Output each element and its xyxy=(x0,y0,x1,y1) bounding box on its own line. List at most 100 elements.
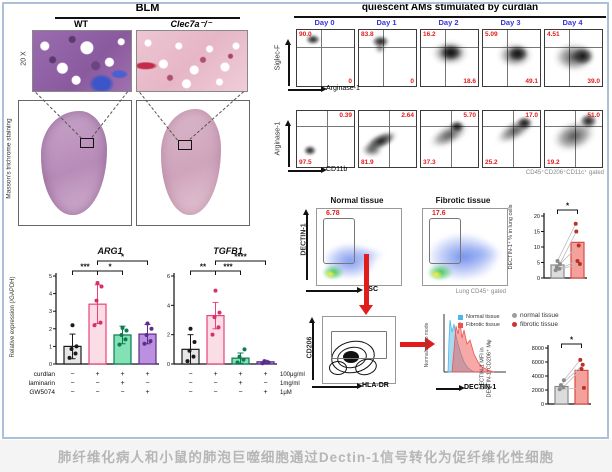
x-axis-label-fsc: FSC xyxy=(364,286,378,293)
svg-text:0: 0 xyxy=(167,362,170,368)
svg-text:***: *** xyxy=(223,263,233,272)
x-axis-label-cd11b: CD11b xyxy=(326,166,348,173)
dectin1-gate xyxy=(323,218,355,264)
red-down-arrow xyxy=(359,254,373,315)
lung-slide-box-wt xyxy=(18,100,132,226)
blm-group-title: BLM xyxy=(135,2,160,14)
svg-text:4: 4 xyxy=(49,292,52,298)
legend-label: Normal tissue xyxy=(466,314,500,320)
normal-tissue-title: Normal tissue xyxy=(330,196,384,205)
svg-text:−: − xyxy=(70,371,74,378)
svg-text:1: 1 xyxy=(49,344,52,350)
histogram-fibrotic xyxy=(451,321,495,373)
svg-text:**: ** xyxy=(200,263,207,272)
qpcr-y-axis-label: Relative expression (/GAPDH) xyxy=(10,276,16,358)
flow-plot-fibrotic-tissue: 17.6 xyxy=(422,208,508,286)
day-label: Day 1 xyxy=(376,18,397,27)
x-axis-label-dectin1: DECTIN-1 xyxy=(464,384,497,391)
lung-section-wt xyxy=(41,111,107,215)
flow-plot-day2-siglecf: 16.2 18.6 xyxy=(420,29,479,87)
day-label: Day 4 xyxy=(562,18,583,27)
wt-column-label: WT xyxy=(74,19,88,29)
x-axis-label-hladr: HLA-DR xyxy=(362,382,389,389)
histogram-y-label: Normalized to mode xyxy=(424,322,430,368)
svg-text:+: + xyxy=(120,371,124,378)
svg-text:*: * xyxy=(570,336,574,345)
y-axis-label-siglecf: Siglec-F xyxy=(274,44,282,71)
svg-text:100μg/ml: 100μg/ml xyxy=(280,372,305,378)
legend-dot-fibrotic xyxy=(512,322,517,327)
x-axis-arrow xyxy=(306,287,363,294)
flow-plot-day3-cd11b: 17.0 25.2 xyxy=(482,110,541,168)
macrophage-gate xyxy=(331,331,387,359)
magnification-label: 20 X xyxy=(20,51,28,66)
svg-text:−: − xyxy=(145,380,149,387)
x-axis-arrow xyxy=(288,86,327,93)
x-axis-label-arginase1: Arginase-1 xyxy=(326,85,360,92)
dectin-mfi-y-label: DECTIN-1 MFI in DECTIN-1⁺CD206⁺ Mφ xyxy=(480,327,493,411)
svg-text:6000: 6000 xyxy=(532,360,544,366)
svg-text:10: 10 xyxy=(534,245,540,251)
svg-text:TGFB1: TGFB1 xyxy=(213,246,243,256)
svg-text:−: − xyxy=(188,380,192,387)
contour-histogram-panel: CD206 HLA-DR Normalized to mode Normal t… xyxy=(307,308,512,408)
y-axis-arrow xyxy=(309,317,316,380)
svg-text:1μM: 1μM xyxy=(280,390,292,396)
dectin1-gate xyxy=(429,218,461,264)
gate-percentage: 17.6 xyxy=(432,210,446,217)
svg-text:−: − xyxy=(238,389,242,396)
svg-text:4000: 4000 xyxy=(532,374,544,380)
x-axis-arrow xyxy=(436,385,465,392)
flow-plot-day4-siglecf: 4.51 39.0 xyxy=(544,29,603,87)
svg-text:curdlan: curdlan xyxy=(34,371,56,378)
svg-text:2: 2 xyxy=(49,327,52,333)
dectin1-histogram xyxy=(443,314,506,373)
svg-text:15: 15 xyxy=(534,230,540,236)
svg-text:2000: 2000 xyxy=(532,388,544,394)
y-axis-label-cd206: CD206 xyxy=(306,336,314,359)
flow-timecourse-panel: quiescent AMs stimulated by curdlan Day … xyxy=(275,2,608,190)
gate-percentage: 6.78 xyxy=(326,210,340,217)
legend-label: normal tissue xyxy=(520,312,559,319)
flow-title-underline xyxy=(294,16,606,18)
day-label: Day 0 xyxy=(314,18,335,27)
zoom-region-rect-clec7a xyxy=(178,140,192,150)
svg-text:1mg/ml: 1mg/ml xyxy=(280,381,300,387)
tissue-legend: normal tissue fibrotic tissue xyxy=(512,312,559,330)
svg-text:−: − xyxy=(263,380,267,387)
svg-text:+: + xyxy=(238,371,242,378)
svg-text:+: + xyxy=(95,371,99,378)
svg-text:−: − xyxy=(120,389,124,396)
svg-text:+: + xyxy=(120,380,124,387)
flow-plot-day1-siglecf: 83.8 0 xyxy=(358,29,417,87)
figure-caption: 肺纤维化病人和小鼠的肺泡巨噬细胞通过Dectin-1信号转化为促纤维化性细胞 xyxy=(0,440,612,472)
histogram-legend: Normal tissue Fibrotic tissue xyxy=(458,314,500,330)
histology-image-wt xyxy=(32,30,132,92)
flow-plot-normal-tissue: 6.78 xyxy=(316,208,402,286)
svg-text:−: − xyxy=(213,389,217,396)
day-label: Day 3 xyxy=(500,18,521,27)
svg-text:+: + xyxy=(213,371,217,378)
svg-text:*: * xyxy=(566,202,570,211)
contour-plot-cd206-hladr xyxy=(322,316,396,384)
svg-text:−: − xyxy=(70,380,74,387)
x-axis-arrow xyxy=(288,167,327,174)
svg-text:6: 6 xyxy=(167,274,170,280)
flow-plot-day0-siglecf: 90.0 0 xyxy=(296,29,355,87)
svg-text:GW5074: GW5074 xyxy=(29,389,55,396)
clec7a-column-label: Clec7a⁻/⁻ xyxy=(170,19,212,29)
svg-text:−: − xyxy=(213,380,217,387)
svg-text:−: − xyxy=(188,371,192,378)
svg-text:3: 3 xyxy=(49,309,52,315)
dectin-pct-y-label: DECTIN-1⁺ % in lung cells xyxy=(508,204,514,270)
y-axis-arrow xyxy=(285,39,292,86)
zoom-region-rect-wt xyxy=(80,138,94,148)
svg-text:***: *** xyxy=(80,263,90,272)
legend-swatch-fibrotic xyxy=(458,322,463,328)
svg-text:5: 5 xyxy=(537,261,540,267)
svg-text:−: − xyxy=(95,389,99,396)
svg-text:2: 2 xyxy=(167,333,170,339)
svg-text:−: − xyxy=(70,389,74,396)
